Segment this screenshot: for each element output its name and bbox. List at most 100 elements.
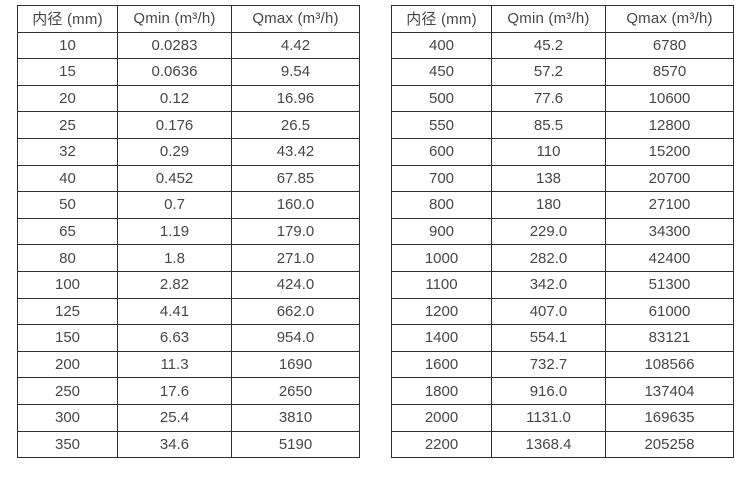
column-header: Qmax (m³/h) [231,5,360,33]
cell: 1600 [391,350,492,379]
cell: 180 [491,191,606,219]
cell: 16.96 [231,84,360,113]
cell: 342.0 [491,270,606,299]
cell: 67.85 [231,164,360,193]
table-row: 20 0.12 16.96 [17,84,360,113]
cell: 50 [17,191,118,219]
table-row: 450 57.2 8570 [391,58,734,86]
cell: 2200 [391,430,492,459]
table-row: 32 0.29 43.42 [17,137,360,166]
table-row: 900 229.0 34300 [391,217,734,246]
table-row: 80 1.8 271.0 [17,244,360,272]
table-row: 1100 342.0 51300 [391,270,734,299]
cell: 400 [391,31,492,60]
cell: 8570 [605,58,734,86]
cell: 1.8 [117,244,232,272]
table-row: 40 0.452 67.85 [17,164,360,193]
table-row: 2000 1131.0 169635 [391,403,734,432]
cell: 0.0636 [117,58,232,86]
cell: 1400 [391,324,492,352]
cell: 2.82 [117,270,232,299]
cell: 0.452 [117,164,232,193]
table-row: 800 180 27100 [391,191,734,219]
cell: 550 [391,111,492,139]
cell: 150 [17,324,118,352]
table-row: 400 45.2 6780 [391,31,734,60]
cell: 61000 [605,297,734,326]
cell: 424.0 [231,270,360,299]
cell: 1131.0 [491,403,606,432]
table-row: 600 110 15200 [391,137,734,166]
cell: 300 [17,403,118,432]
cell: 110 [491,137,606,166]
table-row: 1600 732.7 108566 [391,350,734,379]
cell: 900 [391,217,492,246]
cell: 600 [391,137,492,166]
cell: 42400 [605,244,734,272]
cell: 83121 [605,324,734,352]
cell: 407.0 [491,297,606,326]
table-row: 50 0.7 160.0 [17,191,360,219]
table-row: 250 17.6 2650 [17,377,360,405]
flow-spec-table-small-diameters: 内径 (mm) Qmin (m³/h) Qmax (m³/h) 10 0.0283 4.… [17,5,360,459]
table-row: 65 1.19 179.0 [17,217,360,246]
table-row: 1400 554.1 83121 [391,324,734,352]
cell: 0.0283 [117,31,232,60]
cell: 732.7 [491,350,606,379]
table-row: 100 2.82 424.0 [17,270,360,299]
cell: 20700 [605,164,734,193]
cell: 6.63 [117,324,232,352]
cell: 125 [17,297,118,326]
cell: 662.0 [231,297,360,326]
cell: 43.42 [231,137,360,166]
cell: 2650 [231,377,360,405]
header-row: 内径 (mm) Qmin (m³/h) Qmax (m³/h) [391,5,734,33]
cell: 27100 [605,191,734,219]
table-header: 内径 (mm) Qmin (m³/h) Qmax (m³/h) [391,5,734,33]
cell: 57.2 [491,58,606,86]
cell: 700 [391,164,492,193]
cell: 85.5 [491,111,606,139]
table-row: 550 85.5 12800 [391,111,734,139]
table-row: 125 4.41 662.0 [17,297,360,326]
table-body: 400 45.2 6780 450 57.2 8570 500 77.6 10600 550 85.… [391,31,734,459]
table-row: 1800 916.0 137404 [391,377,734,405]
cell: 916.0 [491,377,606,405]
cell: 1100 [391,270,492,299]
cell: 25 [17,111,118,139]
flow-spec-table-large-diameters: 内径 (mm) Qmin (m³/h) Qmax (m³/h) 400 45.2 678… [391,5,734,459]
cell: 6780 [605,31,734,60]
cell: 1000 [391,244,492,272]
header-row: 内径 (mm) Qmin (m³/h) Qmax (m³/h) [17,5,360,33]
cell: 4.42 [231,31,360,60]
cell: 250 [17,377,118,405]
cell: 350 [17,430,118,459]
cell: 3810 [231,403,360,432]
cell: 137404 [605,377,734,405]
cell: 282.0 [491,244,606,272]
cell: 108566 [605,350,734,379]
cell: 34300 [605,217,734,246]
cell: 1690 [231,350,360,379]
cell: 20 [17,84,118,113]
table-row: 1000 282.0 42400 [391,244,734,272]
cell: 271.0 [231,244,360,272]
table-row: 500 77.6 10600 [391,84,734,113]
cell: 10 [17,31,118,60]
cell: 25.4 [117,403,232,432]
cell: 17.6 [117,377,232,405]
cell: 11.3 [117,350,232,379]
cell: 34.6 [117,430,232,459]
cell: 800 [391,191,492,219]
cell: 4.41 [117,297,232,326]
table-row: 2200 1368.4 205258 [391,430,734,459]
table-row: 700 138 20700 [391,164,734,193]
table-row: 150 6.63 954.0 [17,324,360,352]
cell: 160.0 [231,191,360,219]
cell: 9.54 [231,58,360,86]
cell: 0.7 [117,191,232,219]
cell: 10600 [605,84,734,113]
cell: 954.0 [231,324,360,352]
cell: 1368.4 [491,430,606,459]
cell: 450 [391,58,492,86]
